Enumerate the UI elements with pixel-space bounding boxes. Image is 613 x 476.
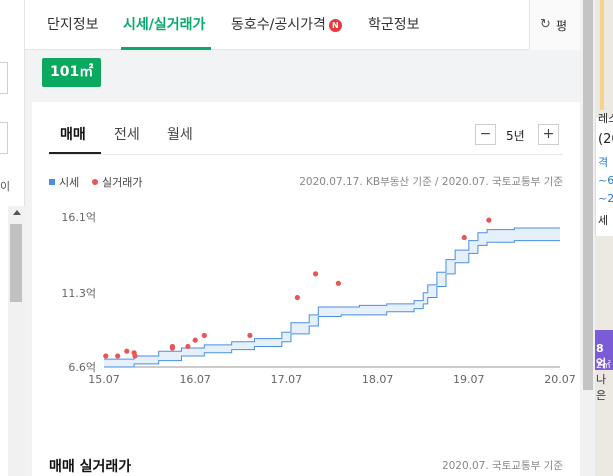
map-card-line: 격 bbox=[598, 156, 609, 169]
tab-monthly-rent[interactable]: 월세 bbox=[167, 127, 193, 143]
actual-price-point bbox=[461, 234, 467, 241]
legend-actual-label: 실거래가 bbox=[102, 176, 143, 189]
x-tick-label: 15.07 bbox=[88, 373, 120, 386]
map-marker-price: 8억 bbox=[596, 342, 607, 370]
area-selector-button[interactable]: 101㎡ bbox=[42, 58, 102, 87]
actual-price-point bbox=[312, 271, 319, 277]
map-card-line: (20 bbox=[598, 132, 613, 147]
period-plus-button[interactable]: + bbox=[538, 124, 559, 145]
y-tick-label: 6.6억 bbox=[68, 361, 96, 374]
left-panel: 이 bbox=[0, 0, 25, 476]
market-upper-line bbox=[104, 227, 560, 360]
actual-price-point bbox=[335, 280, 341, 286]
market-square-icon bbox=[49, 179, 55, 185]
map-card-line: 세 bbox=[598, 214, 609, 227]
price-chart[interactable]: 6.6억 11.3억 16.1억 15.07 16.07 17.07 18.07 19.07 2… bbox=[32, 197, 580, 427]
actual-price-point bbox=[486, 217, 492, 223]
tab-complex-info[interactable]: 단지정보 bbox=[47, 17, 99, 33]
section-title: 매매 실거래가 bbox=[49, 459, 132, 475]
actual-price-point bbox=[185, 343, 191, 350]
period-label: 5년 bbox=[506, 129, 525, 143]
tab-units-label: 동호수/공시가격 bbox=[231, 17, 326, 33]
section-source: 2020.07. 국토교통부 기준 bbox=[441, 460, 563, 472]
refresh-icon: ↻ bbox=[540, 17, 551, 32]
map-card-line: ~2 bbox=[598, 192, 613, 205]
x-tick-label: 16.07 bbox=[179, 373, 211, 386]
map-info-card[interactable]: 레스 (20 격 ~6 ~2 세 bbox=[595, 112, 613, 236]
actual-price-point bbox=[192, 337, 198, 343]
actual-price-point bbox=[132, 353, 138, 359]
map-road bbox=[600, 0, 604, 110]
detail-tabs: 단지정보 시세/실거래가 동호수/공시가격 N 학군정보 ↻ 평 bbox=[25, 0, 580, 50]
map-price-marker[interactable]: 8억 2㎡ bbox=[595, 330, 613, 371]
tab-price[interactable]: 시세/실거래가 bbox=[123, 17, 206, 33]
chart-source: 2020.07.17. KB부동산 기준 / 2020.07. 국토교통부 기준 bbox=[299, 176, 563, 188]
legend-market: 시세 bbox=[49, 174, 79, 190]
actual-price-point bbox=[247, 332, 253, 339]
tab-units[interactable]: 동호수/공시가격 N bbox=[231, 14, 342, 34]
new-badge: N bbox=[328, 19, 342, 32]
x-tick-label: 18.07 bbox=[362, 373, 394, 386]
scrollbar-thumb[interactable] bbox=[583, 0, 593, 390]
y-tick-label: 11.3억 bbox=[61, 287, 96, 300]
main-scrollbar[interactable] bbox=[580, 0, 595, 476]
tab-school[interactable]: 학군정보 bbox=[368, 17, 420, 33]
map-edge[interactable]: 레스 (20 격 ~6 ~2 세 8억 2㎡ 나은 bbox=[595, 0, 613, 476]
left-panel-text: 이 bbox=[0, 180, 11, 193]
x-tick-label: 19.07 bbox=[453, 373, 485, 386]
active-subtab-underline bbox=[49, 152, 101, 154]
actual-price-point bbox=[124, 348, 130, 354]
legend-market-label: 시세 bbox=[59, 176, 80, 189]
divider bbox=[49, 154, 563, 155]
actual-dot-icon bbox=[92, 179, 98, 185]
scrollbar-thumb[interactable] bbox=[10, 224, 22, 302]
actual-price-point bbox=[169, 343, 175, 350]
actual-price-point bbox=[201, 332, 207, 339]
refresh-button[interactable]: ↻ 평 bbox=[529, 0, 580, 50]
left-input-box[interactable] bbox=[0, 62, 8, 94]
price-chart-card: 매매 전세 월세 − 5년 + 시세 실거래가 2020.07.17. KB부동… bbox=[32, 102, 580, 476]
left-scrollbar[interactable] bbox=[8, 206, 25, 476]
tab-sale[interactable]: 매매 bbox=[60, 127, 86, 143]
map-card-line: ~6 bbox=[598, 174, 613, 187]
main-panel: 단지정보 시세/실거래가 동호수/공시가격 N 학군정보 ↻ 평 101㎡ 매매 … bbox=[25, 0, 580, 476]
map-marker-area: 2㎡ bbox=[596, 361, 611, 371]
active-tab-underline bbox=[121, 47, 211, 50]
left-input-box[interactable] bbox=[0, 122, 8, 154]
x-tick-label: 17.07 bbox=[271, 373, 303, 386]
actual-price-point bbox=[115, 353, 121, 359]
market-lower-line bbox=[104, 240, 560, 368]
y-tick-label: 16.1억 bbox=[61, 211, 96, 224]
actual-price-point bbox=[103, 353, 109, 359]
x-tick-label: 20.07 bbox=[544, 373, 576, 386]
tab-jeonse[interactable]: 전세 bbox=[114, 127, 140, 143]
refresh-label: 평 bbox=[556, 19, 568, 33]
actual-price-point bbox=[294, 294, 300, 301]
period-minus-button[interactable]: − bbox=[475, 124, 496, 145]
scroll-up-arrow-icon[interactable] bbox=[13, 210, 21, 215]
map-label: 나은 bbox=[596, 373, 607, 402]
legend-actual: 실거래가 bbox=[92, 174, 142, 190]
map-card-line: 레스 bbox=[598, 112, 613, 125]
